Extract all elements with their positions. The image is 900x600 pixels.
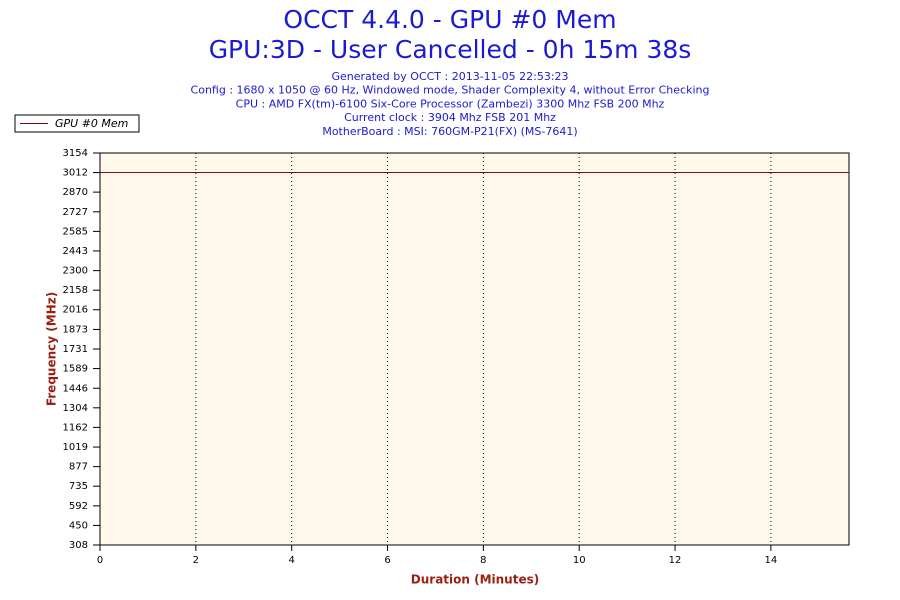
y-axis-label: Frequency (MHz) xyxy=(45,292,59,406)
y-tick-label: 2870 xyxy=(63,187,88,198)
info-line: Generated by OCCT : 2013-11-05 22:53:23 xyxy=(331,70,568,83)
y-tick-label: 450 xyxy=(69,520,88,531)
legend-box xyxy=(14,114,140,133)
plot-area xyxy=(99,152,850,546)
chart-subtitle: GPU:3D - User Cancelled - 0h 15m 38s xyxy=(209,35,692,64)
y-tick-label: 1446 xyxy=(63,383,88,394)
x-tick-label: 2 xyxy=(193,555,199,566)
y-tick-label: 877 xyxy=(69,462,88,473)
y-tick-label: 1731 xyxy=(63,344,88,355)
y-tick-label: 592 xyxy=(69,501,88,512)
y-tick-label: 1304 xyxy=(63,403,88,414)
x-tick-label: 8 xyxy=(480,555,486,566)
y-tick-label: 1019 xyxy=(63,442,88,453)
x-tick-label: 6 xyxy=(384,555,390,566)
y-tick-label: 3154 xyxy=(63,148,88,159)
y-tick-label: 2443 xyxy=(63,246,88,257)
legend-label: GPU #0 Mem xyxy=(55,117,128,130)
x-tick-label: 12 xyxy=(669,555,682,566)
y-tick-label: 2158 xyxy=(63,285,88,296)
y-tick-label: 1589 xyxy=(63,364,88,375)
y-tick-label: 2585 xyxy=(63,226,88,237)
y-tick-label: 2016 xyxy=(63,305,88,316)
info-line: Config : 1680 x 1050 @ 60 Hz, Windowed m… xyxy=(191,84,710,97)
y-tick-label: 2300 xyxy=(63,266,88,277)
y-tick-label: 735 xyxy=(69,481,88,492)
x-tick-label: 14 xyxy=(765,555,778,566)
info-line: CPU : AMD FX(tm)-6100 Six-Core Processor… xyxy=(236,97,665,110)
chart-title: OCCT 4.4.0 - GPU #0 Mem xyxy=(283,5,616,34)
info-line: Current clock : 3904 Mhz FSB 201 Mhz xyxy=(344,111,556,124)
y-tick-label: 1162 xyxy=(63,422,88,433)
x-axis-label: Duration (Minutes) xyxy=(411,573,539,587)
y-tick-label: 1873 xyxy=(63,324,88,335)
info-line: MotherBoard : MSI: 760GM-P21(FX) (MS-764… xyxy=(322,125,577,138)
x-tick-label: 10 xyxy=(573,555,586,566)
x-tick-label: 4 xyxy=(288,555,294,566)
x-tick-label: 0 xyxy=(97,555,103,566)
y-tick-label: 3012 xyxy=(63,168,88,179)
y-tick-label: 308 xyxy=(69,540,88,551)
y-tick-label: 2727 xyxy=(63,207,88,218)
